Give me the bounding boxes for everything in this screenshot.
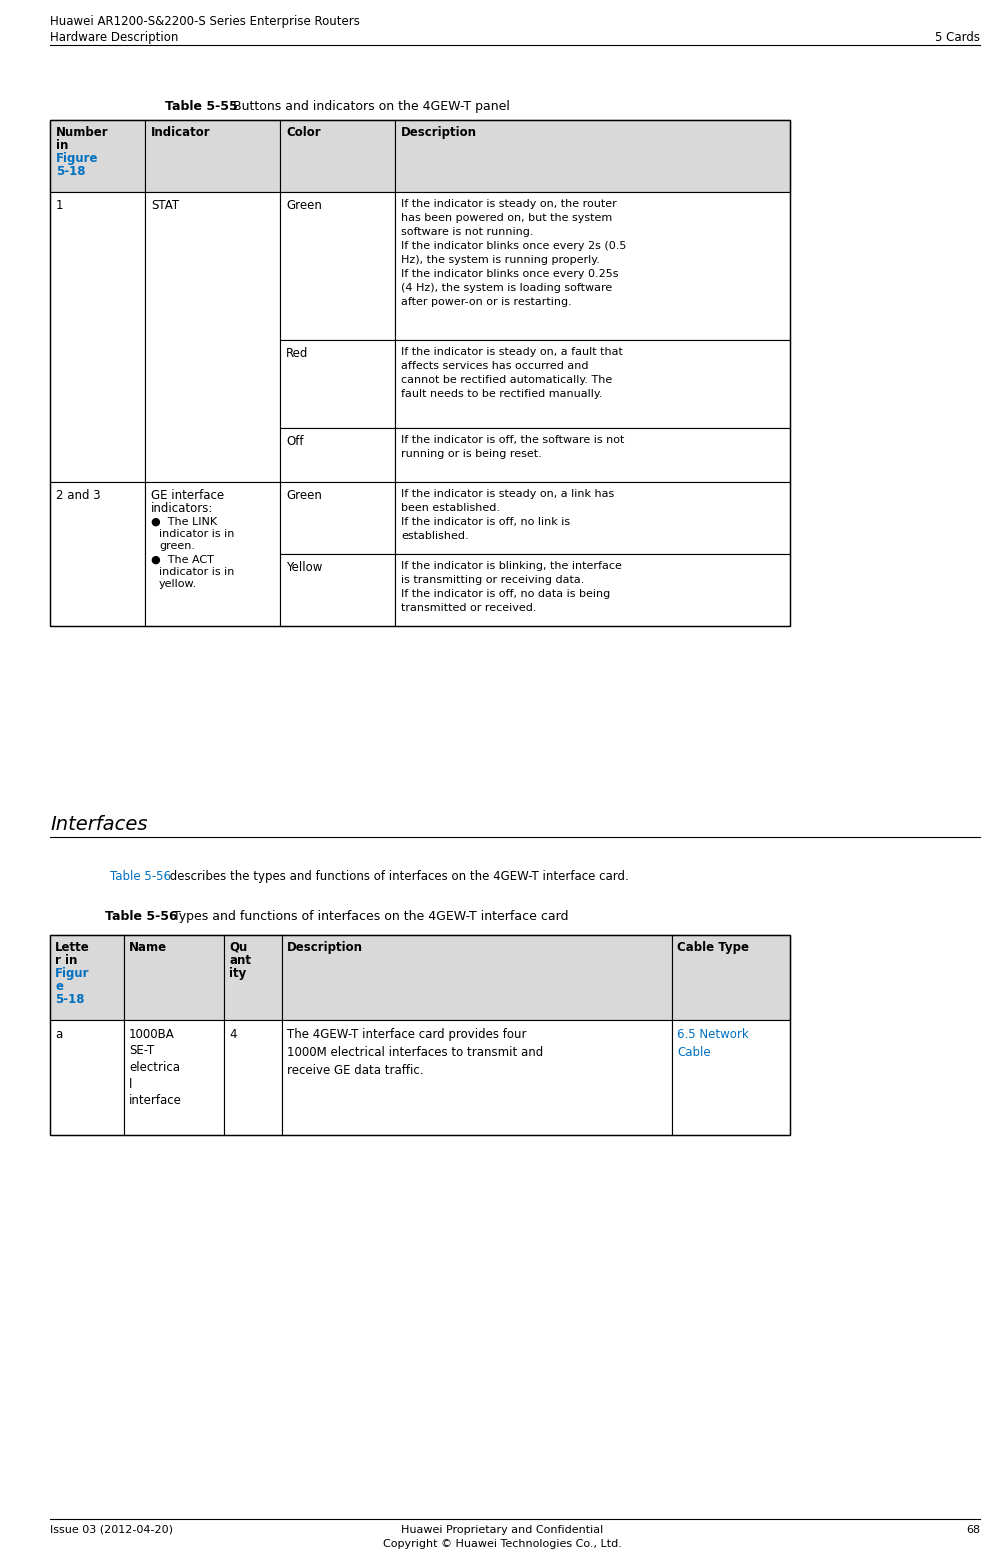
Bar xyxy=(282,935,672,1020)
Text: yellow.: yellow. xyxy=(159,578,197,589)
Text: Yellow: Yellow xyxy=(286,561,323,574)
Text: indicator is in: indicator is in xyxy=(159,567,234,577)
Text: Interfaces: Interfaces xyxy=(50,815,148,834)
Bar xyxy=(395,555,790,625)
Bar xyxy=(50,935,790,1020)
Bar xyxy=(280,483,395,555)
Text: If the indicator is blinking, the interface
is transmitting or receiving data.
I: If the indicator is blinking, the interf… xyxy=(401,561,622,613)
Bar xyxy=(145,193,280,483)
Bar xyxy=(395,340,790,428)
Bar xyxy=(672,935,790,1020)
Bar xyxy=(50,1020,124,1135)
Text: GE interface: GE interface xyxy=(151,489,224,501)
Text: Figur: Figur xyxy=(55,967,89,979)
Text: 5 Cards: 5 Cards xyxy=(935,31,980,44)
Text: r in: r in xyxy=(55,954,77,967)
Bar xyxy=(395,428,790,483)
Text: indicator is in: indicator is in xyxy=(159,530,234,539)
Bar xyxy=(395,483,790,555)
Text: Description: Description xyxy=(401,125,477,139)
Text: green.: green. xyxy=(159,541,195,552)
Text: Copyright © Huawei Technologies Co., Ltd.: Copyright © Huawei Technologies Co., Ltd… xyxy=(383,1539,622,1550)
Text: Lette: Lette xyxy=(55,942,89,954)
Text: Red: Red xyxy=(286,346,309,360)
Bar xyxy=(50,121,145,193)
Text: If the indicator is steady on, the router
has been powered on, but the system
so: If the indicator is steady on, the route… xyxy=(401,199,626,307)
Bar xyxy=(672,1020,790,1135)
Bar xyxy=(280,193,395,340)
Bar xyxy=(145,121,280,193)
Text: Name: Name xyxy=(129,942,167,954)
Bar xyxy=(50,121,790,193)
Text: Types and functions of interfaces on the 4GEW-T interface card: Types and functions of interfaces on the… xyxy=(169,910,569,923)
Bar xyxy=(395,121,790,193)
Text: Table 5-55: Table 5-55 xyxy=(165,100,238,113)
Text: If the indicator is off, the software is not
running or is being reset.: If the indicator is off, the software is… xyxy=(401,436,624,459)
Text: If the indicator is steady on, a link has
been established.
If the indicator is : If the indicator is steady on, a link ha… xyxy=(401,489,614,541)
Text: ●  The ACT: ● The ACT xyxy=(151,555,214,566)
Bar xyxy=(124,1020,224,1135)
Text: describes the types and functions of interfaces on the 4GEW-T interface card.: describes the types and functions of int… xyxy=(166,870,629,882)
Text: Indicator: Indicator xyxy=(151,125,211,139)
Bar xyxy=(50,193,145,483)
Text: 5-18: 5-18 xyxy=(55,993,84,1006)
Text: in: in xyxy=(56,139,68,152)
Text: Number: Number xyxy=(56,125,109,139)
Bar xyxy=(280,121,395,193)
Bar xyxy=(280,428,395,483)
Text: Color: Color xyxy=(286,125,321,139)
Text: ity: ity xyxy=(229,967,246,979)
Text: Buttons and indicators on the 4GEW-T panel: Buttons and indicators on the 4GEW-T pan… xyxy=(229,100,510,113)
Text: Huawei AR1200-S&2200-S Series Enterprise Routers: Huawei AR1200-S&2200-S Series Enterprise… xyxy=(50,16,360,28)
Text: 1000BA
SE-T
electrica
l
interface: 1000BA SE-T electrica l interface xyxy=(129,1028,182,1106)
Text: Cable Type: Cable Type xyxy=(677,942,749,954)
Bar xyxy=(395,193,790,340)
Text: Figure: Figure xyxy=(56,152,98,165)
Text: The 4GEW-T interface card provides four
1000M electrical interfaces to transmit : The 4GEW-T interface card provides four … xyxy=(287,1028,544,1077)
Text: If the indicator is steady on, a fault that
affects services has occurred and
ca: If the indicator is steady on, a fault t… xyxy=(401,346,623,400)
Text: ●  The LINK: ● The LINK xyxy=(151,517,217,527)
Text: Huawei Proprietary and Confidential: Huawei Proprietary and Confidential xyxy=(401,1525,604,1536)
Text: 1: 1 xyxy=(56,199,63,212)
Text: indicators:: indicators: xyxy=(151,501,213,516)
Bar xyxy=(50,935,124,1020)
Bar xyxy=(280,340,395,428)
Bar xyxy=(224,1020,282,1135)
Text: 2 and 3: 2 and 3 xyxy=(56,489,100,501)
Bar xyxy=(282,1020,672,1135)
Bar xyxy=(145,483,280,625)
Text: 6.5 Network
Cable: 6.5 Network Cable xyxy=(677,1028,749,1059)
Text: Green: Green xyxy=(286,199,322,212)
Text: Hardware Description: Hardware Description xyxy=(50,31,178,44)
Text: 68: 68 xyxy=(966,1525,980,1536)
Bar xyxy=(124,935,224,1020)
Text: Off: Off xyxy=(286,436,304,448)
Text: Table 5-56: Table 5-56 xyxy=(105,910,178,923)
Text: Green: Green xyxy=(286,489,322,501)
Text: ant: ant xyxy=(229,954,251,967)
Text: a: a xyxy=(55,1028,62,1040)
Text: 4: 4 xyxy=(229,1028,236,1040)
Text: Table 5-56: Table 5-56 xyxy=(110,870,171,882)
Bar xyxy=(280,555,395,625)
Bar xyxy=(224,935,282,1020)
Text: STAT: STAT xyxy=(151,199,179,212)
Text: 5-18: 5-18 xyxy=(56,165,85,179)
Bar xyxy=(50,935,790,1135)
Text: Description: Description xyxy=(287,942,363,954)
Text: e: e xyxy=(55,979,63,993)
Bar xyxy=(50,121,790,625)
Bar xyxy=(50,483,145,625)
Text: Qu: Qu xyxy=(229,942,247,954)
Text: Issue 03 (2012-04-20): Issue 03 (2012-04-20) xyxy=(50,1525,173,1536)
